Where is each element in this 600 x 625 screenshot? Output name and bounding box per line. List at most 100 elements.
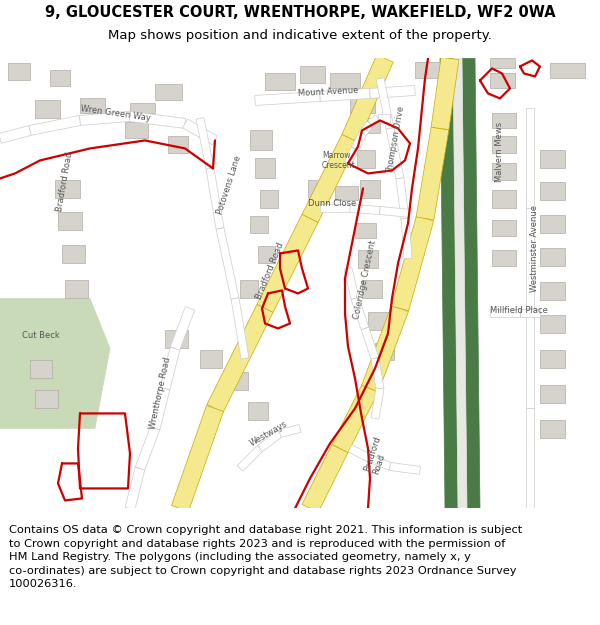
Polygon shape [416,127,449,220]
Polygon shape [378,114,390,122]
Polygon shape [55,181,80,199]
Polygon shape [361,327,379,360]
Polygon shape [237,446,263,471]
Polygon shape [160,348,180,389]
Text: Coleridge Crescent: Coleridge Crescent [352,240,377,321]
Polygon shape [206,168,224,229]
Polygon shape [376,78,394,129]
Polygon shape [350,204,380,214]
Text: Bradford Road: Bradford Road [55,151,74,213]
Polygon shape [279,424,301,438]
Polygon shape [540,282,565,301]
Polygon shape [228,372,248,391]
Polygon shape [462,58,480,509]
Polygon shape [492,221,516,236]
Polygon shape [350,96,375,114]
Polygon shape [240,281,258,298]
Polygon shape [396,178,409,219]
Polygon shape [540,316,565,334]
Polygon shape [492,136,516,153]
Text: Dunn Close: Dunn Close [308,199,356,209]
Polygon shape [80,98,105,114]
Polygon shape [250,216,268,233]
Polygon shape [265,73,295,91]
Polygon shape [62,246,85,264]
Polygon shape [368,115,380,127]
Polygon shape [389,462,421,474]
Polygon shape [257,430,283,452]
Polygon shape [540,351,565,368]
Polygon shape [125,122,148,138]
Polygon shape [371,357,384,389]
Polygon shape [231,298,249,359]
Polygon shape [355,223,376,238]
Polygon shape [453,58,467,509]
Polygon shape [431,57,459,130]
Polygon shape [130,111,185,128]
Polygon shape [35,391,58,409]
Polygon shape [344,268,359,299]
Polygon shape [492,191,516,209]
Polygon shape [172,406,223,511]
Text: Thompson Drive: Thompson Drive [385,106,406,176]
Polygon shape [168,136,188,153]
Polygon shape [526,209,534,308]
Text: Westminster Avenue: Westminster Avenue [530,206,539,292]
Polygon shape [348,445,372,462]
Polygon shape [401,218,412,259]
Polygon shape [255,158,275,179]
Polygon shape [362,281,382,298]
Text: Contains OS data © Crown copyright and database right 2021. This information is : Contains OS data © Crown copyright and d… [9,525,522,589]
Text: Millfield Place: Millfield Place [490,306,548,316]
Text: Marrow
Crescent: Marrow Crescent [322,151,356,171]
Polygon shape [370,86,415,98]
Text: 9, GLOUCESTER COURT, WRENTHORPE, WAKEFIELD, WF2 0WA: 9, GLOUCESTER COURT, WRENTHORPE, WAKEFIE… [44,5,556,20]
Polygon shape [65,281,88,298]
Polygon shape [254,91,320,106]
Polygon shape [308,181,330,199]
Polygon shape [170,307,194,350]
Polygon shape [352,131,367,151]
Polygon shape [540,182,565,201]
Text: Bradford
Road: Bradford Road [362,434,392,476]
Polygon shape [440,58,458,509]
Polygon shape [165,331,188,349]
Text: Malvern Mews: Malvern Mews [495,122,504,182]
Polygon shape [80,111,130,126]
Polygon shape [258,246,275,264]
Polygon shape [375,344,394,361]
Polygon shape [368,312,388,331]
Polygon shape [526,308,534,409]
Polygon shape [371,388,384,419]
Polygon shape [302,444,348,512]
Polygon shape [250,131,272,151]
Polygon shape [200,351,222,368]
Polygon shape [526,409,534,509]
Polygon shape [380,206,410,217]
Polygon shape [330,73,360,88]
Polygon shape [320,89,370,101]
Polygon shape [344,147,359,165]
Polygon shape [351,297,369,330]
Polygon shape [0,298,110,429]
Text: Wren Green Way: Wren Green Way [80,104,151,122]
Polygon shape [196,118,214,169]
Polygon shape [540,216,565,233]
Polygon shape [526,109,534,209]
Polygon shape [260,191,278,209]
Polygon shape [368,455,391,470]
Polygon shape [492,251,516,266]
Polygon shape [30,361,52,378]
Polygon shape [360,181,380,199]
Polygon shape [550,63,585,78]
Polygon shape [358,251,378,269]
Polygon shape [386,127,404,179]
Polygon shape [302,134,358,222]
Polygon shape [490,58,515,68]
Polygon shape [125,468,145,509]
Polygon shape [300,66,325,83]
Polygon shape [130,103,155,114]
Polygon shape [391,216,434,311]
Polygon shape [492,114,516,129]
Polygon shape [540,248,565,266]
